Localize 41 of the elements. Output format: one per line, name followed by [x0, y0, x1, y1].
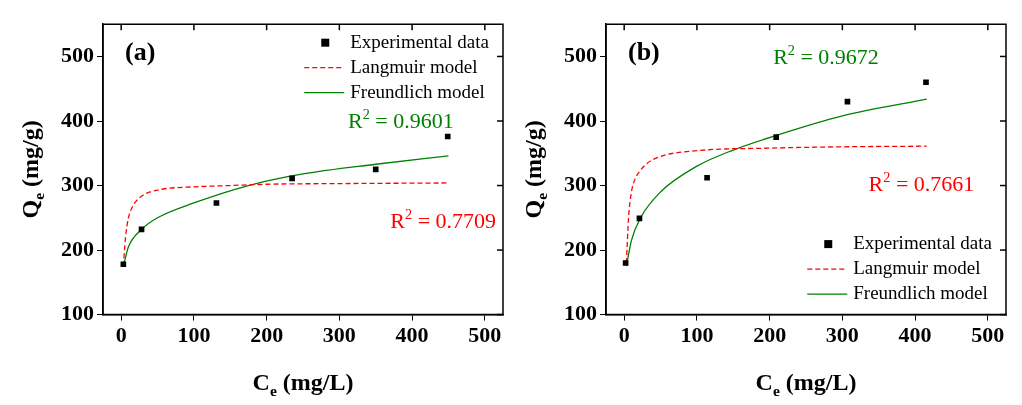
y-axis-title: Qe (mg/g) — [17, 120, 47, 219]
point — [704, 174, 710, 181]
text: (b) — [628, 37, 660, 67]
point — [773, 134, 780, 140]
legend-label: Langmuir model — [350, 55, 478, 77]
x-tick-label: 300 — [825, 322, 859, 348]
y-tick-label: 200 — [564, 235, 597, 261]
x-tick-label: 500 — [468, 322, 502, 348]
legend-label: Freundlich model — [853, 282, 988, 304]
y-axis-title: Qe (mg/g) — [520, 120, 550, 219]
x-tick-label: 400 — [898, 322, 932, 348]
x-tick-label: 500 — [971, 322, 1005, 348]
x-tick-label: 100 — [680, 322, 714, 348]
text: (a) — [125, 37, 156, 67]
x-tick-label: 400 — [395, 322, 429, 348]
point — [444, 133, 451, 140]
legend-label: Langmuir model — [853, 257, 981, 279]
legend-label: Freundlich model — [350, 80, 485, 102]
point — [622, 260, 629, 266]
y-tick-label: 300 — [564, 171, 597, 197]
legend-label: Experimental data — [853, 232, 993, 254]
y-tick-label: 300 — [61, 171, 94, 197]
y-tick-label: 400 — [564, 106, 597, 132]
point — [923, 79, 929, 86]
legend-label: Experimental data — [350, 30, 490, 52]
x-tick-label: 200 — [753, 322, 787, 348]
x-tick-label: 200 — [250, 322, 284, 348]
point — [120, 261, 127, 268]
point — [213, 200, 220, 206]
y-tick-label: 100 — [564, 300, 597, 326]
point — [372, 166, 379, 173]
y-tick-label: 500 — [564, 42, 597, 68]
x-tick-label: 0 — [618, 322, 630, 348]
y-tick-label: 400 — [61, 106, 94, 132]
x-tick-label: 100 — [177, 322, 211, 348]
x-tick-label: 300 — [322, 322, 356, 348]
x-tick-label: 0 — [115, 322, 127, 348]
y-tick-label: 200 — [61, 235, 94, 261]
point — [289, 175, 295, 182]
y-tick-label: 500 — [61, 42, 94, 68]
y-tick-label: 100 — [61, 300, 94, 326]
